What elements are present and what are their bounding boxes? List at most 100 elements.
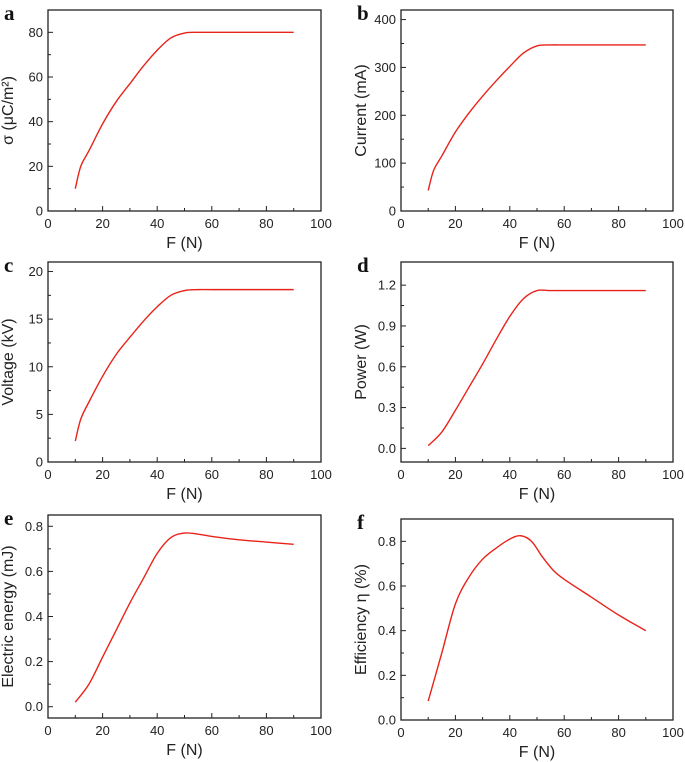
y-tick-label: 0.0: [378, 713, 396, 728]
x-tick-label: 100: [310, 216, 332, 231]
y-axis-label: Voltage (kV): [0, 318, 17, 405]
y-tick-label: 0: [36, 455, 43, 470]
y-tick-label: 0.0: [378, 441, 396, 456]
x-tick-label: 100: [662, 725, 684, 740]
x-tick-label: 60: [205, 216, 219, 231]
x-tick-label: 80: [259, 216, 273, 231]
x-tick-label: 0: [44, 216, 51, 231]
x-tick-label: 0: [44, 467, 51, 482]
x-tick-label: 20: [95, 723, 109, 738]
y-axis-label: Efficiency η (%): [353, 564, 370, 675]
x-tick-label: 80: [611, 216, 625, 231]
x-tick-label: 80: [611, 725, 625, 740]
y-axis-label: Power (W): [353, 324, 370, 400]
panel-letter: c: [4, 253, 13, 277]
x-tick-label: 80: [259, 723, 273, 738]
x-tick-label: 100: [310, 723, 332, 738]
x-tick-label: 60: [557, 467, 571, 482]
x-tick-label: 100: [662, 216, 684, 231]
panel-f: f 0 20 40 60 80 100 0.0 0.2 0.4 0.6 0.8 F (N) Efficie…: [353, 510, 684, 761]
y-axis-label: σ (μC/m²): [0, 76, 17, 145]
y-tick-label: 0: [36, 204, 43, 219]
plot-frame: [47, 9, 322, 212]
x-tick-label: 0: [397, 467, 404, 482]
x-tick-label: 60: [557, 725, 571, 740]
x-tick-label: 60: [205, 723, 219, 738]
x-tick-label: 20: [448, 467, 462, 482]
y-tick-label: 1.2: [378, 278, 396, 293]
panel-d: d 0 20 40 60 80 100 0.0 0.3 0.6 0.9 1.2 F (N) Power (…: [353, 253, 684, 503]
x-tick-label: 60: [557, 216, 571, 231]
x-tick-label: 40: [150, 216, 164, 231]
panel-e: e 0 20 40 60 80 100 0.0 0.2 0.4 0.6 0.8 F (N) Electri…: [0, 506, 332, 759]
x-tick-label: 60: [205, 467, 219, 482]
y-tick-label: 0.8: [378, 534, 396, 549]
x-axis-label: F (N): [519, 235, 555, 252]
y-tick-label: 60: [29, 70, 43, 85]
x-tick-label: 80: [611, 467, 625, 482]
x-axis-label: F (N): [166, 742, 202, 759]
panel-b: b 0 20 40 60 80 100 0 100 200 300 400 F (N) Current (…: [353, 1, 684, 252]
x-axis-label: F (N): [166, 486, 202, 503]
y-tick-label: 0.3: [378, 400, 396, 415]
panel-letter: e: [4, 506, 13, 530]
panel-a: a 0 20 40 60 80 100 0 20 40 60 80 F (N) σ (μC/m²): [0, 1, 332, 252]
data-line: [427, 44, 646, 191]
y-tick-label: 0.0: [25, 699, 43, 714]
x-tick-label: 0: [397, 216, 404, 231]
panel-letter: d: [357, 253, 369, 277]
y-axis-label: Electric energy (mJ): [0, 545, 17, 687]
y-axis-label: Current (mA): [353, 64, 370, 156]
panel-c: c 0 20 40 60 80 100 0 5 10 15 20 F (N) Voltage (kV): [0, 253, 332, 503]
y-tick-label: 100: [374, 156, 396, 171]
x-tick-label: 40: [150, 723, 164, 738]
x-axis-label: F (N): [519, 744, 555, 761]
plot-frame: [47, 261, 322, 463]
y-tick-label: 200: [374, 108, 396, 123]
data-line: [74, 31, 294, 189]
y-tick-label: 0.6: [378, 579, 396, 594]
y-tick-label: 0.4: [378, 623, 396, 638]
data-line: [427, 535, 647, 702]
y-tick-label: 5: [36, 407, 43, 422]
data-line: [74, 532, 294, 703]
y-tick-label: 10: [29, 359, 43, 374]
x-tick-label: 100: [310, 467, 332, 482]
y-tick-label: 0.8: [25, 519, 43, 534]
y-tick-label: 0.6: [378, 359, 396, 374]
y-tick-label: 300: [374, 60, 396, 75]
data-line: [74, 288, 294, 442]
panel-letter: a: [4, 1, 15, 25]
y-tick-label: 0.2: [25, 654, 43, 669]
panel-letter: b: [357, 1, 369, 25]
y-tick-label: 400: [374, 12, 396, 27]
x-tick-label: 100: [662, 467, 684, 482]
x-tick-label: 20: [95, 216, 109, 231]
x-tick-label: 20: [448, 725, 462, 740]
y-tick-label: 0.4: [25, 609, 43, 624]
y-tick-label: 20: [29, 264, 43, 279]
panel-letter: f: [357, 510, 365, 534]
x-tick-label: 20: [448, 216, 462, 231]
y-tick-label: 20: [29, 159, 43, 174]
y-tick-label: 80: [29, 25, 43, 40]
y-tick-label: 15: [29, 312, 43, 327]
x-axis-label: F (N): [166, 235, 202, 252]
x-tick-label: 0: [397, 725, 404, 740]
plot-frame: [47, 514, 322, 719]
y-tick-label: 0.2: [378, 668, 396, 683]
y-tick-label: 0: [389, 204, 396, 219]
data-line: [427, 289, 646, 447]
y-tick-label: 40: [29, 114, 43, 129]
x-tick-label: 20: [95, 467, 109, 482]
y-tick-label: 0.6: [25, 564, 43, 579]
x-tick-label: 40: [503, 467, 517, 482]
x-tick-label: 40: [150, 467, 164, 482]
x-tick-label: 0: [44, 723, 51, 738]
x-tick-label: 40: [503, 216, 517, 231]
x-tick-label: 80: [259, 467, 273, 482]
x-tick-label: 40: [503, 725, 517, 740]
plot-frame: [400, 9, 674, 212]
y-tick-label: 0.9: [378, 318, 396, 333]
